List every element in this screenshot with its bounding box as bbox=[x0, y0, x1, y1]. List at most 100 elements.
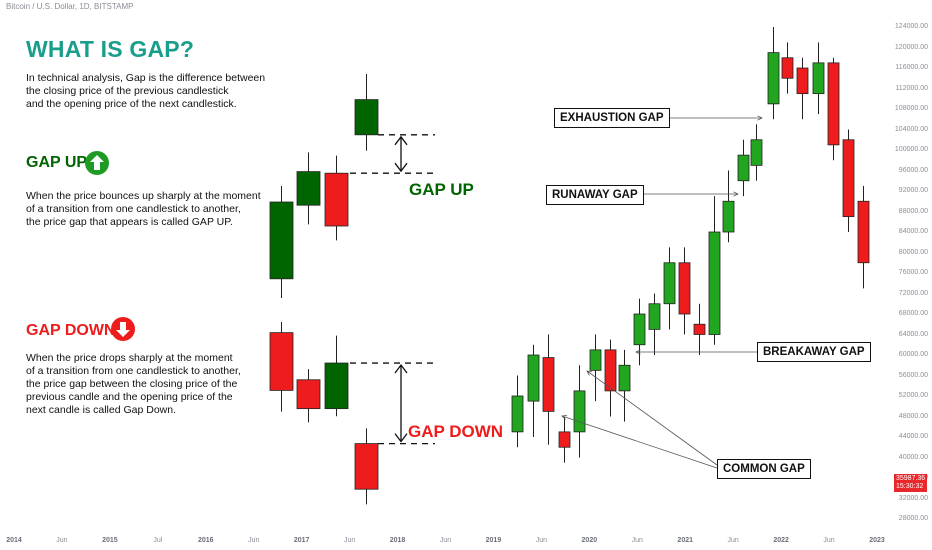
main-candle bbox=[737, 154, 750, 182]
gap-up-candle bbox=[324, 172, 349, 227]
main-candle bbox=[633, 313, 646, 346]
intro-text: In technical analysis, Gap is the differ… bbox=[26, 72, 265, 111]
price-tick-label: 116000.00 bbox=[895, 64, 928, 71]
time-tick-label: Jun bbox=[56, 537, 68, 544]
exhaustion-leader-head bbox=[757, 115, 763, 121]
gap-up-arrowhead-bottom bbox=[394, 162, 408, 173]
main-candle bbox=[663, 262, 676, 305]
gap-down-heading: GAP DOWN bbox=[26, 322, 116, 339]
price-tick-label: 80000.00 bbox=[898, 248, 928, 256]
gap-down-text: When the price drops sharply at the mome… bbox=[26, 352, 241, 417]
price-tick-label: 112000.00 bbox=[895, 84, 928, 92]
price-tick-label: 28000.00 bbox=[898, 515, 928, 522]
time-tick-label: 2016 bbox=[197, 537, 214, 544]
time-tick-label: Jun bbox=[248, 537, 260, 544]
gap-up-arrowhead-top bbox=[394, 135, 408, 146]
price-axis: 124000.00 120000.00 116000.00 112000.00 1080… bbox=[888, 0, 932, 535]
time-tick-label: 2020 bbox=[581, 537, 598, 544]
gap-down-line: next candle is called Gap Down. bbox=[26, 404, 176, 416]
main-candle bbox=[511, 395, 524, 433]
main-candle bbox=[527, 354, 540, 402]
time-tick-label: Jun bbox=[343, 537, 356, 544]
main-candle bbox=[618, 364, 631, 392]
main-candle bbox=[604, 349, 617, 392]
price-tick-label: 44000.00 bbox=[898, 433, 928, 440]
main-candle bbox=[842, 139, 855, 218]
main-candle bbox=[542, 357, 555, 412]
price-tick-label: 32000.00 bbox=[898, 494, 928, 502]
main-candle bbox=[573, 390, 586, 433]
main-candle bbox=[857, 200, 870, 264]
gap-down-candle bbox=[324, 362, 349, 410]
arrow-down-icon bbox=[110, 316, 136, 342]
price-tick-label: 64000.00 bbox=[898, 330, 928, 338]
price-tick-label: 124000.00 bbox=[894, 23, 928, 30]
common-leader-head bbox=[586, 370, 592, 376]
price-tick-label: 96000.00 bbox=[898, 166, 928, 174]
main-candle bbox=[812, 62, 825, 95]
price-tick-label: 100000.00 bbox=[894, 146, 928, 153]
main-candle bbox=[781, 57, 794, 79]
time-tick-label: 2019 bbox=[485, 537, 502, 544]
time-tick-label: 2015 bbox=[102, 537, 118, 544]
price-tick-label: 68000.00 bbox=[898, 310, 928, 317]
main-candle bbox=[796, 67, 809, 95]
price-tick-label: 40000.00 bbox=[898, 453, 928, 461]
time-tick-label: 2022 bbox=[773, 537, 789, 544]
intro-line: In technical analysis, Gap is the differ… bbox=[26, 72, 266, 84]
time-tick-label: Jul bbox=[153, 537, 163, 544]
gap-up-candle bbox=[296, 171, 321, 206]
main-candle bbox=[678, 262, 691, 315]
gap-down-candle bbox=[296, 379, 321, 410]
gap-up-heading: GAP UP bbox=[26, 154, 88, 171]
gap-up-candle bbox=[354, 99, 379, 136]
price-tick-label: 84000.00 bbox=[898, 228, 928, 235]
intro-line: the closing price of the previous candle… bbox=[26, 85, 229, 97]
price-tick-label: 120000.00 bbox=[894, 43, 928, 51]
current-price-badge: 35987.36 15:30:32 bbox=[894, 474, 928, 492]
time-tick-label: Jun bbox=[631, 537, 643, 544]
gap-up-line: of a transition from one candlestick to … bbox=[26, 203, 241, 215]
gap-down-line: When the price drops sharply at the mome… bbox=[26, 352, 233, 364]
common-leader bbox=[586, 370, 718, 466]
time-axis: 2014 Jun 2015 Jul 2016 Jun 2017 Jun 2018 Jun 2019 J… bbox=[0, 534, 932, 550]
breakaway-gap-callout: BREAKAWAY GAP bbox=[757, 342, 871, 362]
time-tick-label: Jun bbox=[439, 537, 452, 544]
gap-down-label: GAP DOWN bbox=[408, 422, 504, 441]
price-tick-label: 88000.00 bbox=[898, 207, 928, 215]
gap-up-line: the price gap that appears is called GAP… bbox=[26, 216, 233, 228]
intro-line: and the opening price of the next candle… bbox=[26, 98, 237, 110]
time-tick-label: Jun bbox=[727, 537, 739, 544]
main-candle bbox=[827, 62, 840, 146]
price-tick-label: 56000.00 bbox=[898, 371, 928, 379]
main-candle bbox=[589, 349, 602, 371]
gap-up-label: GAP UP bbox=[409, 180, 474, 199]
exhaustion-gap-callout: EXHAUSTION GAP bbox=[554, 108, 670, 128]
runaway-gap-callout: RUNAWAY GAP bbox=[546, 185, 644, 205]
runaway-leader-head bbox=[733, 191, 739, 197]
time-tick-label: 2021 bbox=[677, 537, 694, 544]
common-gap-callout: COMMON GAP bbox=[717, 459, 811, 479]
page-title: WHAT IS GAP? bbox=[26, 36, 195, 62]
common-leader bbox=[561, 415, 718, 469]
time-tick-label: 2014 bbox=[6, 537, 22, 544]
time-tick-label: 2023 bbox=[869, 537, 885, 544]
gap-down-candle bbox=[354, 443, 379, 490]
gap-down-line: the price gap between the closing price … bbox=[26, 378, 238, 390]
arrow-up-icon bbox=[84, 150, 110, 176]
gap-up-text: When the price bounces up sharply at the… bbox=[26, 190, 261, 229]
chart-header: Bitcoin / U.S. Dollar, 1D, BITSTAMP bbox=[6, 2, 134, 11]
price-tick-label: 92000.00 bbox=[898, 187, 928, 194]
main-candle bbox=[708, 231, 721, 335]
price-tick-label: 108000.00 bbox=[894, 105, 928, 112]
time-tick-label: 2018 bbox=[389, 537, 406, 544]
gap-up-candle bbox=[269, 201, 294, 280]
time-tick-label: Jun bbox=[535, 537, 548, 544]
gap-down-line: previous candle and the opening price of… bbox=[26, 391, 233, 403]
time-tick-label: Jun bbox=[823, 537, 835, 544]
gap-up-line: When the price bounces up sharply at the… bbox=[26, 190, 261, 202]
main-candle bbox=[722, 200, 735, 233]
price-tick-label: 60000.00 bbox=[898, 351, 928, 358]
breakaway-leader-head bbox=[635, 349, 641, 355]
gap-down-arrowhead-bottom bbox=[394, 433, 408, 443]
